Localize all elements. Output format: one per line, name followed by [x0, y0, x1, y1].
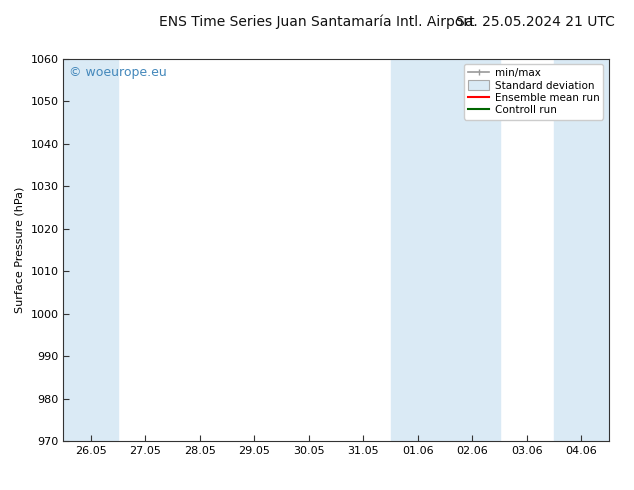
Bar	[554, 59, 609, 441]
Legend: min/max, Standard deviation, Ensemble mean run, Controll run: min/max, Standard deviation, Ensemble me…	[464, 64, 604, 120]
Text: ENS Time Series Juan Santamaría Intl. Airport: ENS Time Series Juan Santamaría Intl. Ai…	[159, 15, 475, 29]
Text: Sa. 25.05.2024 21 UTC: Sa. 25.05.2024 21 UTC	[456, 15, 615, 29]
Text: © woeurope.eu: © woeurope.eu	[69, 67, 167, 79]
Y-axis label: Surface Pressure (hPa): Surface Pressure (hPa)	[15, 187, 25, 313]
Bar	[391, 59, 500, 441]
Bar	[63, 59, 118, 441]
